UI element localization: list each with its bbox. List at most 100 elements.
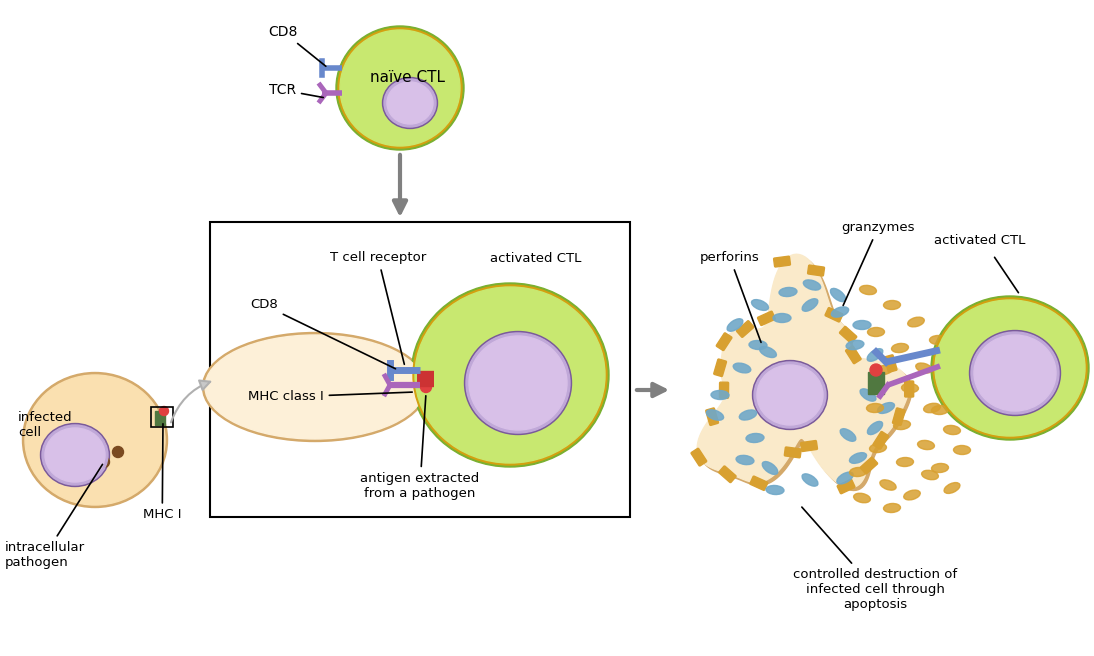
Ellipse shape: [971, 332, 1059, 414]
Ellipse shape: [728, 319, 743, 331]
Text: CD8: CD8: [251, 298, 396, 369]
Text: MHC class I: MHC class I: [248, 390, 412, 403]
Ellipse shape: [933, 298, 1087, 438]
Bar: [868, 372, 884, 394]
Ellipse shape: [766, 485, 784, 495]
FancyBboxPatch shape: [860, 457, 877, 474]
Ellipse shape: [880, 480, 896, 490]
Ellipse shape: [763, 462, 778, 474]
Ellipse shape: [411, 283, 609, 467]
Ellipse shape: [944, 483, 959, 493]
Ellipse shape: [465, 331, 571, 434]
Ellipse shape: [113, 447, 124, 457]
Text: antigen extracted
from a pathogen: antigen extracted from a pathogen: [360, 396, 479, 500]
Ellipse shape: [921, 470, 939, 480]
FancyBboxPatch shape: [784, 447, 801, 458]
Ellipse shape: [740, 410, 757, 420]
Text: TCR: TCR: [269, 83, 323, 98]
Ellipse shape: [931, 464, 948, 472]
Ellipse shape: [884, 503, 900, 512]
FancyBboxPatch shape: [750, 476, 768, 490]
FancyBboxPatch shape: [801, 441, 817, 451]
Ellipse shape: [779, 287, 796, 297]
Ellipse shape: [338, 28, 462, 148]
Ellipse shape: [757, 365, 823, 425]
Ellipse shape: [846, 340, 864, 350]
FancyArrowPatch shape: [171, 380, 210, 422]
Ellipse shape: [736, 455, 754, 464]
Ellipse shape: [875, 365, 893, 375]
Bar: [151, 407, 173, 427]
Ellipse shape: [866, 403, 884, 413]
Ellipse shape: [802, 298, 818, 312]
Ellipse shape: [894, 420, 910, 430]
FancyBboxPatch shape: [873, 432, 888, 449]
Ellipse shape: [850, 468, 866, 476]
Text: T cell receptor: T cell receptor: [330, 251, 427, 364]
Ellipse shape: [336, 26, 464, 150]
Text: naïve CTL: naïve CTL: [371, 70, 445, 85]
Ellipse shape: [837, 472, 853, 484]
Bar: [155, 411, 165, 425]
Ellipse shape: [908, 317, 924, 327]
Text: MHC I: MHC I: [143, 424, 182, 522]
Ellipse shape: [892, 344, 908, 352]
FancyBboxPatch shape: [713, 359, 726, 377]
Text: infected
cell: infected cell: [18, 411, 72, 439]
Ellipse shape: [773, 314, 791, 323]
Ellipse shape: [23, 373, 167, 508]
FancyBboxPatch shape: [884, 355, 897, 372]
Ellipse shape: [733, 363, 750, 373]
Ellipse shape: [877, 403, 895, 413]
Ellipse shape: [896, 457, 913, 466]
Ellipse shape: [853, 493, 871, 502]
Ellipse shape: [802, 474, 818, 486]
Ellipse shape: [830, 289, 846, 302]
Ellipse shape: [746, 434, 764, 443]
Ellipse shape: [205, 335, 424, 439]
Ellipse shape: [969, 331, 1060, 415]
Ellipse shape: [754, 362, 826, 428]
Polygon shape: [418, 377, 432, 397]
Ellipse shape: [387, 82, 433, 124]
Ellipse shape: [860, 389, 876, 401]
Ellipse shape: [711, 390, 729, 400]
Ellipse shape: [420, 382, 431, 392]
Ellipse shape: [752, 300, 768, 310]
Text: activated CTL: activated CTL: [490, 251, 581, 264]
Ellipse shape: [954, 445, 970, 455]
FancyBboxPatch shape: [720, 382, 729, 398]
FancyBboxPatch shape: [839, 327, 857, 343]
Text: activated CTL: activated CTL: [934, 234, 1026, 247]
Ellipse shape: [98, 457, 109, 468]
Ellipse shape: [753, 361, 827, 430]
Ellipse shape: [930, 335, 946, 344]
Ellipse shape: [202, 333, 428, 441]
Ellipse shape: [974, 335, 1056, 411]
Ellipse shape: [384, 79, 437, 127]
Ellipse shape: [414, 285, 607, 465]
Ellipse shape: [870, 364, 882, 376]
FancyBboxPatch shape: [706, 408, 719, 425]
Ellipse shape: [938, 383, 954, 393]
Text: intracellular
pathogen: intracellular pathogen: [5, 464, 103, 569]
Ellipse shape: [935, 300, 1085, 436]
FancyBboxPatch shape: [905, 381, 913, 397]
Ellipse shape: [950, 358, 966, 367]
Ellipse shape: [160, 407, 168, 415]
Polygon shape: [700, 257, 911, 491]
FancyBboxPatch shape: [773, 256, 791, 267]
FancyBboxPatch shape: [717, 333, 732, 350]
FancyBboxPatch shape: [893, 408, 905, 425]
Text: CD8: CD8: [269, 25, 326, 66]
Ellipse shape: [868, 421, 883, 434]
Ellipse shape: [831, 307, 849, 317]
Ellipse shape: [415, 287, 605, 463]
Ellipse shape: [749, 340, 767, 350]
FancyBboxPatch shape: [719, 466, 736, 483]
Ellipse shape: [868, 349, 883, 361]
Ellipse shape: [25, 375, 165, 505]
Ellipse shape: [466, 333, 570, 433]
Text: granzymes: granzymes: [841, 222, 915, 306]
Ellipse shape: [45, 428, 105, 482]
